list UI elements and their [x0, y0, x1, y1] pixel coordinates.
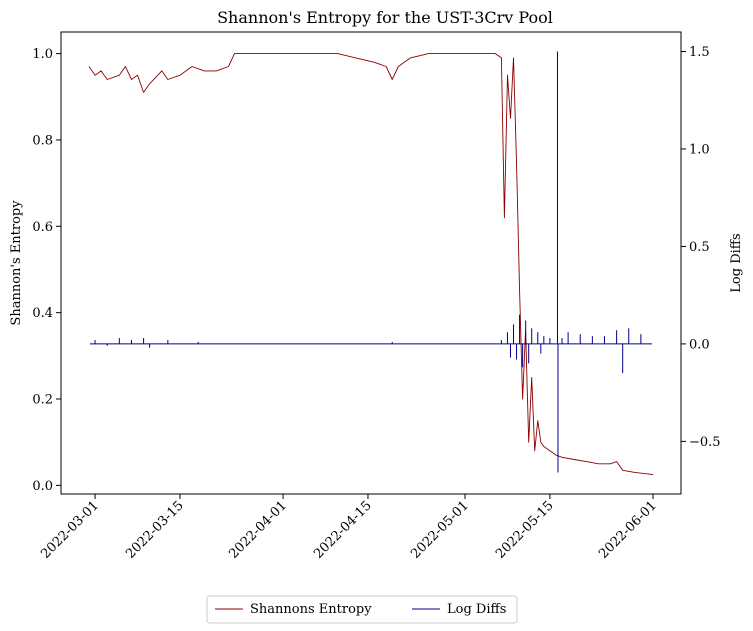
legend-frame: [206, 595, 518, 624]
right-axis: −0.5 0.0 0.5 1.0 1.5: [681, 45, 721, 450]
chart-title: Shannon's Entropy for the UST-3Crv Pool: [217, 8, 553, 27]
x-tick-label: 2022-04-01: [226, 498, 290, 562]
left-tick-label: 0.8: [32, 133, 53, 148]
right-tick-label: 1.5: [689, 45, 710, 60]
x-axis: 2022-03-01 2022-03-15 2022-04-01 2022-04-15…: [38, 494, 660, 562]
entropy-series-line: [88, 53, 654, 476]
x-tick-label: 2022-03-15: [123, 498, 187, 562]
x-tick-label: 2022-04-15: [311, 498, 375, 562]
left-tick-label: 0.4: [32, 306, 53, 321]
right-tick-label: 0.5: [689, 240, 710, 255]
legend: Shannons Entropy Log Diffs: [206, 595, 518, 624]
y-axis-left-label: Shannon's Entropy: [9, 200, 24, 326]
left-tick-label: 0.0: [32, 479, 53, 494]
right-tick-label: −0.5: [689, 435, 721, 450]
series-layer: [88, 51, 654, 476]
left-tick-label: 0.6: [32, 220, 53, 235]
left-tick-label: 0.2: [32, 393, 53, 408]
x-tick-label: 2022-05-15: [493, 498, 557, 562]
legend-label-entropy: Shannons Entropy: [250, 602, 372, 617]
x-tick-label: 2022-06-01: [596, 498, 660, 562]
x-tick-label: 2022-03-01: [38, 498, 102, 562]
plot-area-frame: [60, 31, 682, 495]
x-tick-label: 2022-05-01: [408, 498, 472, 562]
left-axis: 0.0 0.2 0.4 0.6 0.8 1.0: [32, 47, 61, 494]
right-tick-label: 1.0: [689, 142, 710, 157]
legend-label-logdiffs: Log Diffs: [447, 602, 506, 617]
y-axis-right-label: Log Diffs: [729, 233, 744, 292]
left-tick-label: 1.0: [32, 47, 53, 62]
right-tick-label: 0.0: [689, 337, 710, 352]
